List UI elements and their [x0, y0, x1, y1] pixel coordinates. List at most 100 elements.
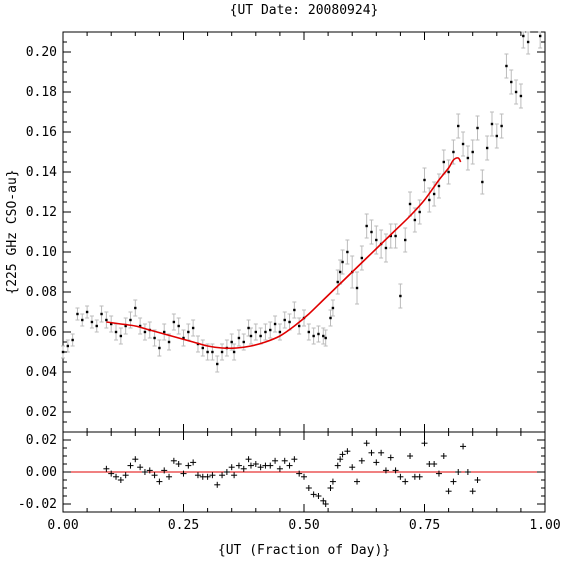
data-point-45: [273, 322, 277, 326]
x-tick-label-1: 0.25: [168, 518, 199, 533]
data-point-29: [201, 346, 204, 350]
data-point-46: [278, 330, 282, 334]
data-point-95: [505, 64, 508, 68]
data-point-72: [394, 234, 397, 238]
data-point-31: [211, 350, 214, 354]
x-tick-label-2: 0.50: [288, 518, 319, 533]
data-point-91: [485, 146, 489, 150]
data-point-68: [375, 238, 378, 242]
data-point-79: [428, 198, 431, 202]
data-point-39: [247, 326, 250, 330]
y-tick-label-3: 0.08: [26, 285, 57, 300]
data-point-4: [81, 318, 84, 322]
data-point-44: [269, 328, 272, 332]
data-point-99: [522, 34, 525, 38]
data-point-86: [461, 142, 465, 146]
data-point-58: [331, 306, 335, 310]
data-point-70: [384, 246, 388, 250]
axis-ticks: [62, 31, 546, 513]
data-point-48: [288, 320, 291, 324]
data-point-89: [476, 126, 479, 130]
data-point-26: [187, 330, 190, 334]
data-point-65: [360, 256, 364, 260]
data-point-25: [182, 336, 185, 340]
data-point-61: [341, 260, 344, 264]
data-point-66: [365, 224, 368, 228]
data-point-52: [307, 330, 311, 334]
data-point-21: [163, 330, 166, 334]
residual-tick-label-2: -0.02: [18, 497, 57, 512]
data-point-84: [452, 150, 455, 154]
data-point-27: [191, 326, 195, 330]
data-point-16: [138, 324, 142, 328]
data-point-77: [418, 210, 421, 214]
data-point-60: [338, 270, 342, 274]
data-point-23: [172, 320, 176, 324]
data-point-85: [457, 124, 460, 128]
main-panel-frame: [62, 31, 546, 433]
data-point-83: [447, 170, 450, 174]
data-point-64: [355, 286, 359, 290]
x-axis-label: {UT (Fraction of Day)}: [218, 543, 390, 558]
y-tick-label-9: 0.20: [26, 45, 57, 60]
y-tick-label-4: 0.10: [26, 245, 57, 260]
residual-points: [103, 440, 481, 507]
chart-title: {UT Date: 20080924}: [230, 3, 379, 18]
data-point-47: [283, 318, 286, 322]
data-point-62: [346, 250, 349, 254]
y-tick-label-6: 0.14: [26, 165, 57, 180]
data-point-10: [110, 322, 113, 326]
data-point-9: [105, 318, 108, 322]
data-point-12: [119, 334, 123, 338]
data-point-42: [259, 334, 262, 338]
x-tick-label-4: 1.00: [529, 518, 560, 533]
data-point-37: [237, 336, 241, 340]
data-point-94: [500, 124, 503, 128]
data-point-17: [143, 330, 147, 334]
data-point-100: [526, 40, 530, 44]
data-point-24: [177, 324, 180, 328]
data-point-32: [216, 362, 219, 366]
y-tick-label-5: 0.12: [26, 205, 57, 220]
data-point-57: [329, 316, 332, 320]
data-point-78: [423, 178, 426, 182]
data-point-96: [510, 80, 513, 84]
data-point-53: [312, 334, 315, 338]
data-point-13: [124, 324, 127, 328]
y-tick-label-8: 0.18: [26, 85, 57, 100]
data-point-90: [481, 180, 484, 184]
data-point-97: [514, 90, 518, 94]
data-point-93: [495, 134, 498, 138]
data-point-73: [399, 294, 402, 298]
data-point-76: [413, 218, 417, 222]
y-tick-label-2: 0.06: [26, 325, 57, 340]
data-point-81: [437, 184, 441, 188]
data-point-101: [538, 34, 542, 38]
data-point-8: [100, 312, 103, 316]
data-point-71: [389, 234, 392, 238]
y-tick-label-1: 0.04: [26, 365, 57, 380]
data-point-15: [134, 306, 137, 310]
data-point-50: [297, 324, 301, 328]
data-point-1: [66, 344, 70, 348]
data-point-6: [90, 320, 94, 324]
data-point-49: [293, 308, 296, 312]
data-point-54: [317, 332, 320, 336]
residual-tick-label-1: 0.00: [26, 465, 57, 480]
data-point-98: [519, 94, 523, 98]
data-point-82: [442, 160, 445, 164]
data-point-74: [404, 238, 407, 242]
data-point-30: [206, 350, 209, 354]
residual-tick-label-0: 0.02: [26, 433, 57, 448]
y-tick-label-7: 0.16: [26, 125, 57, 140]
data-point-36: [232, 350, 236, 354]
data-point-43: [264, 330, 267, 334]
y-axis-label: {225 GHz CSO-au}: [5, 169, 20, 294]
data-point-14: [129, 318, 132, 322]
data-point-40: [249, 334, 253, 338]
data-point-87: [466, 156, 470, 160]
data-point-80: [432, 192, 436, 196]
data-point-7: [95, 324, 98, 328]
data-point-35: [230, 340, 233, 344]
